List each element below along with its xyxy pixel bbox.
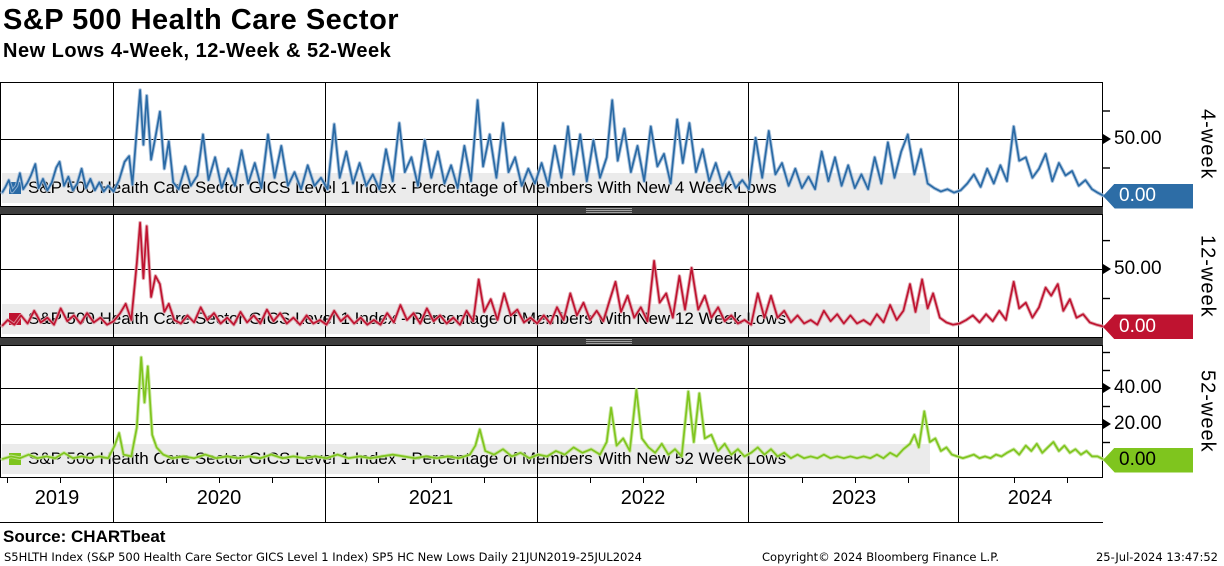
quarter-tick [643, 478, 644, 483]
quarter-tick [60, 478, 61, 483]
x-axis-year-label: 2020 [196, 487, 242, 509]
legend-12-week: S&P 500 Health Care Sector GICS Level 1 … [2, 304, 930, 334]
quarter-tick [1014, 478, 1015, 483]
panel-axis-label-4-week: 4-week [1196, 109, 1219, 180]
legend-square-icon [9, 182, 21, 194]
legend-label: S&P 500 Health Care Sector GICS Level 1 … [28, 309, 787, 328]
x-axis: 2019 2020 2021 2022 2023 2024 [0, 478, 1103, 523]
y-axis-tick-label: 50.00 [1103, 258, 1162, 280]
plot-area-12-week[interactable]: S&P 500 Health Care Sector GICS Level 1 … [0, 214, 1110, 338]
plot-area-4-week[interactable]: S&P 500 Health Care Sector GICS Level 1 … [0, 82, 1110, 207]
year-gridline [113, 478, 114, 523]
quarter-tick [590, 478, 591, 483]
pane-resize-handle[interactable] [586, 208, 632, 213]
legend-label: S&P 500 Health Care Sector GICS Level 1 … [28, 178, 777, 197]
pane-resize-handle[interactable] [586, 339, 632, 344]
quarter-tick [802, 478, 803, 483]
x-axis-year-label: 2021 [408, 487, 454, 509]
quarter-tick [378, 478, 379, 483]
y-axis-tick-label: 20.00 [1103, 413, 1162, 434]
legend-label: S&P 500 Health Care Sector GICS Level 1 … [28, 449, 787, 468]
pane-separator [0, 207, 1103, 214]
quarter-tick [908, 478, 909, 483]
last-value-tag-12-week: 0.00 [1103, 314, 1193, 340]
footer-copyright: Copyright© 2024 Bloomberg Finance L.P. [762, 550, 999, 564]
x-axis-year-label: 2019 [34, 487, 80, 509]
panel-12-week: S&P 500 Health Care Sector GICS Level 1 … [0, 214, 1224, 340]
y-axis-tick-label: 40.00 [1103, 377, 1162, 398]
x-axis-year-label: 2022 [620, 487, 666, 509]
quarter-tick [272, 478, 273, 483]
legend-4-week: S&P 500 Health Care Sector GICS Level 1 … [2, 173, 930, 203]
panel-axis-label-52-week: 52-week [1196, 370, 1219, 453]
last-value-tag-52-week: 0.00 [1103, 447, 1193, 473]
quarter-tick [855, 478, 856, 483]
x-axis-year-label: 2023 [831, 487, 877, 509]
quarter-tick [484, 478, 485, 483]
year-gridline [325, 478, 326, 523]
quarter-tick [431, 478, 432, 483]
panel-axis-label-12-week: 12-week [1196, 234, 1219, 318]
footer: S5HLTH Index (S&P 500 Health Care Sector… [0, 550, 1224, 566]
page-title: S&P 500 Health Care Sector [3, 4, 400, 36]
quarter-tick [696, 478, 697, 483]
quarter-tick [1067, 478, 1068, 483]
legend-52-week: S&P 500 Health Care Sector GICS Level 1 … [2, 444, 930, 474]
year-gridline [958, 478, 959, 523]
x-axis-year-label: 2024 [1007, 487, 1053, 509]
quarter-tick [219, 478, 220, 483]
source-label: Source: CHARTbeat [3, 527, 166, 546]
y-axis-tick-label: 50.00 [1103, 128, 1162, 150]
page-subtitle: New Lows 4-Week, 12-Week & 52-Week [3, 40, 392, 62]
footer-timestamp: 25-Jul-2024 13:47:52 [1095, 550, 1218, 564]
pane-separator [0, 338, 1103, 345]
legend-square-icon [9, 453, 21, 465]
year-gridline [748, 478, 749, 523]
plot-area-52-week[interactable]: S&P 500 Health Care Sector GICS Level 1 … [0, 345, 1110, 478]
quarter-tick [166, 478, 167, 483]
chart-header: S&P 500 Health Care Sector New Lows 4-We… [0, 0, 1224, 64]
panel-4-week: S&P 500 Health Care Sector GICS Level 1 … [0, 82, 1224, 209]
year-gridline [537, 478, 538, 523]
footer-ticker-info: S5HLTH Index (S&P 500 Health Care Sector… [4, 550, 642, 564]
chart-area: S&P 500 Health Care Sector GICS Level 1 … [0, 82, 1224, 523]
panel-52-week: S&P 500 Health Care Sector GICS Level 1 … [0, 345, 1224, 478]
legend-square-icon [9, 313, 21, 325]
last-value-tag-4-week: 0.00 [1103, 183, 1193, 209]
quarter-tick [7, 478, 8, 483]
